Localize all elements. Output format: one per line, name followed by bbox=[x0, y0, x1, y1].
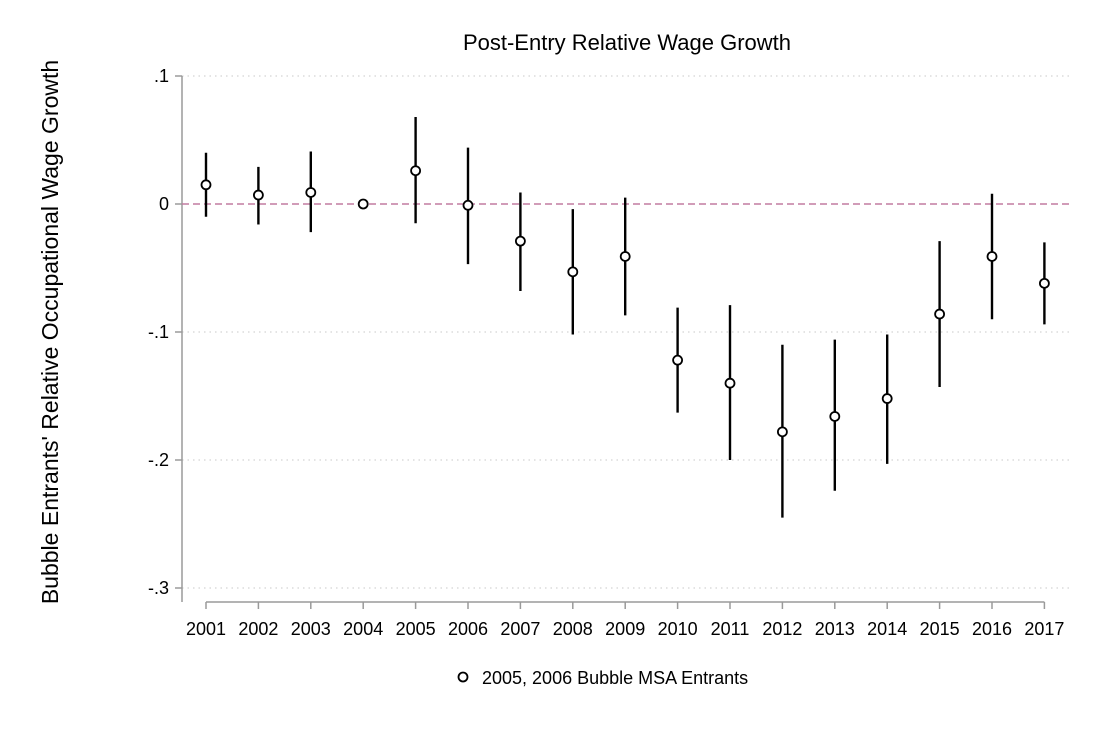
x-tick-label-15: 2016 bbox=[972, 619, 1012, 639]
x-tick-label-6: 2007 bbox=[500, 619, 540, 639]
data-point-2006 bbox=[462, 199, 474, 211]
data-point-2005 bbox=[410, 165, 422, 177]
y-tick-label-4: -.3 bbox=[148, 578, 169, 598]
x-tick-label-11: 2012 bbox=[762, 619, 802, 639]
x-tick-label-8: 2009 bbox=[605, 619, 645, 639]
x-tick-label-13: 2014 bbox=[867, 619, 907, 639]
data-point-2011 bbox=[724, 377, 736, 389]
x-tick-label-5: 2006 bbox=[448, 619, 488, 639]
data-point-2004 bbox=[357, 198, 369, 210]
x-tick-label-1: 2002 bbox=[238, 619, 278, 639]
legend-marker bbox=[457, 671, 469, 683]
data-point-2014 bbox=[881, 393, 893, 404]
x-tick-label-2: 2003 bbox=[291, 619, 331, 639]
data-point-2016 bbox=[986, 251, 998, 262]
x-tick-label-3: 2004 bbox=[343, 619, 383, 639]
data-point-2001 bbox=[200, 179, 212, 191]
y-axis-label: Bubble Entrants' Relative Occupational W… bbox=[37, 60, 63, 604]
y-tick-label-0: .1 bbox=[154, 66, 169, 86]
x-tick-label-12: 2013 bbox=[815, 619, 855, 639]
data-marks bbox=[200, 116, 1050, 518]
data-point-2017 bbox=[1039, 277, 1050, 289]
chart-title: Post-Entry Relative Wage Growth bbox=[463, 30, 791, 55]
data-point-2013 bbox=[829, 411, 841, 422]
x-tick-label-7: 2008 bbox=[553, 619, 593, 639]
data-point-2002 bbox=[252, 189, 264, 201]
x-tick-label-0: 2001 bbox=[186, 619, 226, 639]
gridlines bbox=[182, 75, 1070, 589]
x-tick-label-10: 2011 bbox=[711, 619, 750, 639]
x-tick-label-9: 2010 bbox=[658, 619, 698, 639]
y-tick-label-3: -.2 bbox=[148, 450, 169, 470]
data-point-2009 bbox=[619, 251, 631, 262]
data-point-2015 bbox=[934, 308, 945, 320]
data-point-2007 bbox=[515, 235, 526, 247]
x-tick-label-14: 2015 bbox=[920, 619, 960, 639]
data-point-2008 bbox=[567, 266, 579, 278]
data-point-2012 bbox=[777, 426, 788, 438]
x-tick-label-16: 2017 bbox=[1024, 619, 1064, 639]
legend: 2005, 2006 Bubble MSA Entrants bbox=[457, 668, 748, 688]
data-point-2003 bbox=[305, 187, 317, 198]
x-tick-label-4: 2005 bbox=[396, 619, 436, 639]
data-point-2010 bbox=[672, 354, 683, 366]
y-tick-label-1: 0 bbox=[159, 194, 169, 214]
legend-label: 2005, 2006 Bubble MSA Entrants bbox=[482, 668, 748, 688]
y-tick-label-2: -.1 bbox=[148, 322, 169, 342]
axes: .1 0 -.1 -.2 -.3 2001 2002 2003 2004 2005 2006 2007… bbox=[148, 66, 1064, 639]
